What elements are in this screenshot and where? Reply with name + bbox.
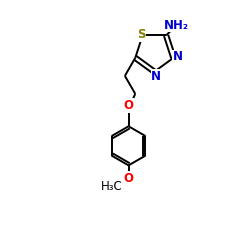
Text: H₃C: H₃C	[101, 180, 123, 194]
Text: O: O	[124, 99, 134, 112]
Text: N: N	[173, 50, 183, 64]
Text: O: O	[124, 172, 134, 184]
Text: NH₂: NH₂	[164, 19, 189, 32]
Text: S: S	[137, 28, 145, 41]
Text: N: N	[151, 70, 161, 82]
